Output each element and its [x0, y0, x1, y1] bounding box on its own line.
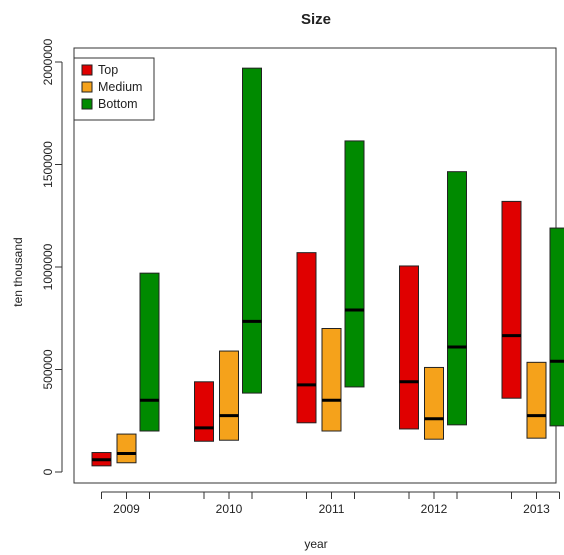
x-axis: 2009 2010 2011 2012 2013 — [101, 491, 560, 516]
x-tick-label: 2013 — [523, 502, 550, 516]
legend-label: Top — [98, 63, 118, 77]
x-tick-label: 2011 — [319, 502, 345, 516]
box-bottom-2013 — [549, 227, 564, 427]
legend-swatch — [81, 81, 93, 93]
y-axis: 0 500000 1000000 1500000 2000000 — [41, 38, 63, 475]
x-tick-label: 2012 — [421, 502, 448, 516]
box-bottom-2012 — [447, 171, 467, 426]
y-tick-label: 2000000 — [41, 38, 55, 85]
chart-title: Size — [301, 11, 331, 28]
box-medium-2009 — [116, 433, 137, 464]
y-tick-label: 0 — [41, 468, 55, 475]
box-series — [91, 67, 564, 467]
box-medium-2010 — [219, 350, 239, 441]
y-axis-label: ten thousand — [11, 237, 25, 306]
box-bottom-2010 — [242, 67, 262, 394]
x-axis-label: year — [304, 537, 327, 551]
x-tick-label: 2010 — [216, 502, 243, 516]
box-medium-2013 — [526, 361, 547, 439]
y-tick-label: 1000000 — [41, 243, 55, 290]
legend-label: Bottom — [98, 97, 138, 111]
box-medium-2012 — [424, 366, 444, 440]
box-top-2012 — [399, 265, 419, 430]
box-top-2011 — [296, 252, 317, 424]
legend-label: Medium — [98, 80, 142, 94]
y-tick-label: 1500000 — [41, 141, 55, 188]
box-bottom-2009 — [139, 272, 160, 432]
x-tick-label: 2009 — [113, 502, 140, 516]
legend-swatch — [81, 64, 93, 76]
y-tick-label: 500000 — [41, 349, 55, 389]
box-top-2010 — [194, 381, 214, 442]
legend: Top Medium Bottom — [73, 57, 155, 121]
box-bottom-2011 — [344, 140, 365, 388]
box-medium-2011 — [321, 328, 342, 432]
box-top-2013 — [501, 200, 522, 399]
legend-swatch — [81, 98, 93, 110]
